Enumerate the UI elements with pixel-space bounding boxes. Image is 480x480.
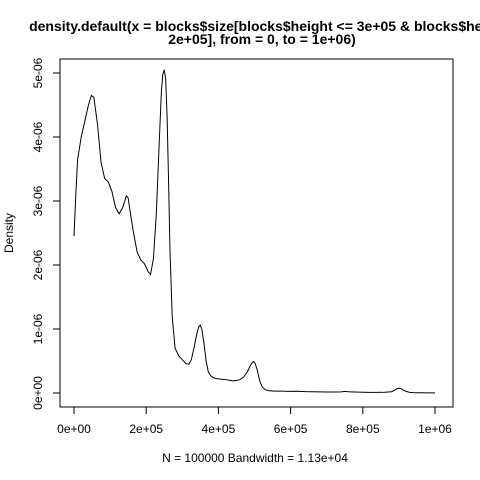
x-axis: 0e+00 2e+05 4e+05 6e+05 8e+05 1e+06 — [57, 406, 452, 436]
chart-title-line-1: density.default(x = blocks$size[blocks$h… — [29, 18, 480, 34]
x-tick-label: 6e+05 — [274, 422, 308, 436]
x-axis-label: N = 100000 Bandwidth = 1.13e+04 — [162, 451, 348, 465]
x-tick-label: 0e+00 — [57, 422, 91, 436]
y-axis: 0e+00 1e-06 2e-06 3e-06 4e-06 5e-06 — [31, 57, 61, 410]
y-tick-label: 4e-06 — [31, 121, 45, 152]
y-tick-label: 0e+00 — [31, 376, 45, 410]
y-tick-label: 5e-06 — [31, 57, 45, 88]
x-tick-label: 8e+05 — [346, 422, 380, 436]
x-tick-label: 2e+05 — [129, 422, 163, 436]
x-tick-label: 1e+06 — [418, 422, 452, 436]
y-tick-label: 3e-06 — [31, 185, 45, 216]
density-curve — [73, 69, 435, 394]
y-tick-label: 1e-06 — [31, 313, 45, 344]
plot-box — [59, 58, 454, 408]
chart-title-line-2: 2e+05], from = 0, to = 1e+06) — [168, 31, 356, 47]
y-tick-label: 2e-06 — [31, 249, 45, 280]
y-axis-label: Density — [2, 213, 16, 253]
x-tick-label: 4e+05 — [202, 422, 236, 436]
